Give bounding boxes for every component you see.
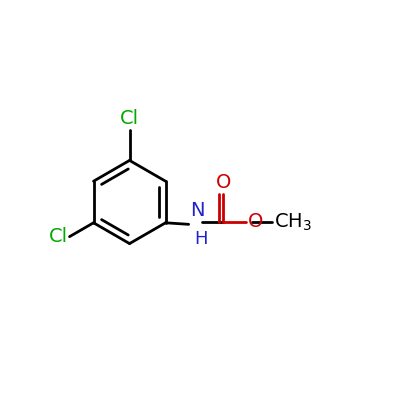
Text: CH$_3$: CH$_3$ bbox=[274, 211, 312, 232]
Text: O: O bbox=[216, 173, 231, 192]
Text: N: N bbox=[190, 201, 205, 220]
Text: O: O bbox=[248, 212, 263, 231]
Text: H: H bbox=[194, 230, 208, 248]
Text: Cl: Cl bbox=[120, 109, 139, 128]
Text: Cl: Cl bbox=[49, 227, 68, 246]
